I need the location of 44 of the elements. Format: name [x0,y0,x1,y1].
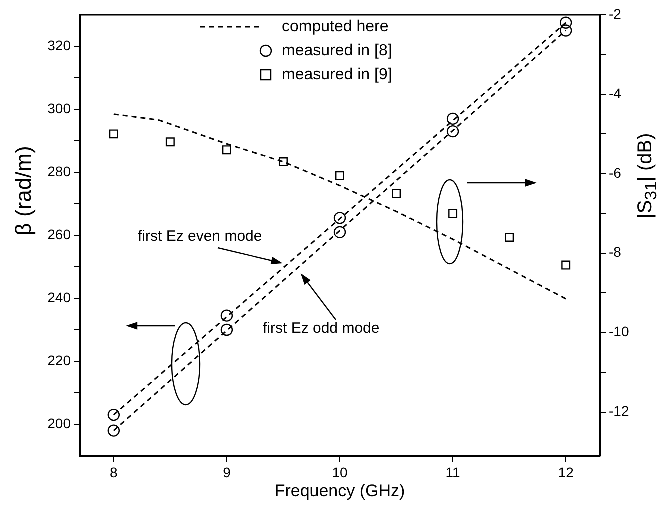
point [334,212,346,224]
legend-label: measured in [9] [282,66,392,84]
annotation: first Ez even mode [138,228,262,245]
point [220,324,234,336]
point [505,233,514,242]
legend-label: measured in [8] [282,42,392,60]
point [108,424,120,437]
point [560,16,572,29]
point [446,125,460,138]
point [334,226,346,238]
x-axis-title: Frequency (GHz) [274,481,406,500]
y2-tick-label: -4 [609,85,622,102]
x-tick-label: 10 [332,464,348,480]
y-tick-label: 280 [48,163,72,180]
point [446,112,460,126]
point [336,171,344,180]
y2-tick-label: -12 [609,403,630,420]
point [220,310,234,322]
point [562,260,571,270]
y-axis-title: β (rad/m) [11,146,37,236]
point [222,146,232,155]
y2-tick-label: -6 [609,164,622,181]
y-tick-label: 300 [48,100,72,116]
y-tick-label: 320 [48,37,72,54]
x-tick-label: 8 [110,464,118,480]
y-tick-label: 220 [48,352,72,368]
y-tick-label: 260 [48,226,72,242]
point [560,24,572,37]
point [448,209,458,218]
y-tick-label: 200 [48,415,72,432]
y-tick-label: 240 [48,289,72,306]
y2-tick-label: -2 [609,6,622,22]
y2-tick-label: -8 [609,244,622,260]
annotation: first Ez odd mode [263,320,380,337]
x-tick-label: 12 [558,464,574,480]
point [278,158,288,166]
point [392,189,402,198]
point [166,138,175,147]
x-tick-label: 9 [223,464,232,480]
legend-label: computed here [282,18,389,36]
point [109,130,118,139]
point [108,408,120,422]
y2-tick-label: -10 [609,324,630,340]
x-tick-label: 11 [446,464,461,480]
